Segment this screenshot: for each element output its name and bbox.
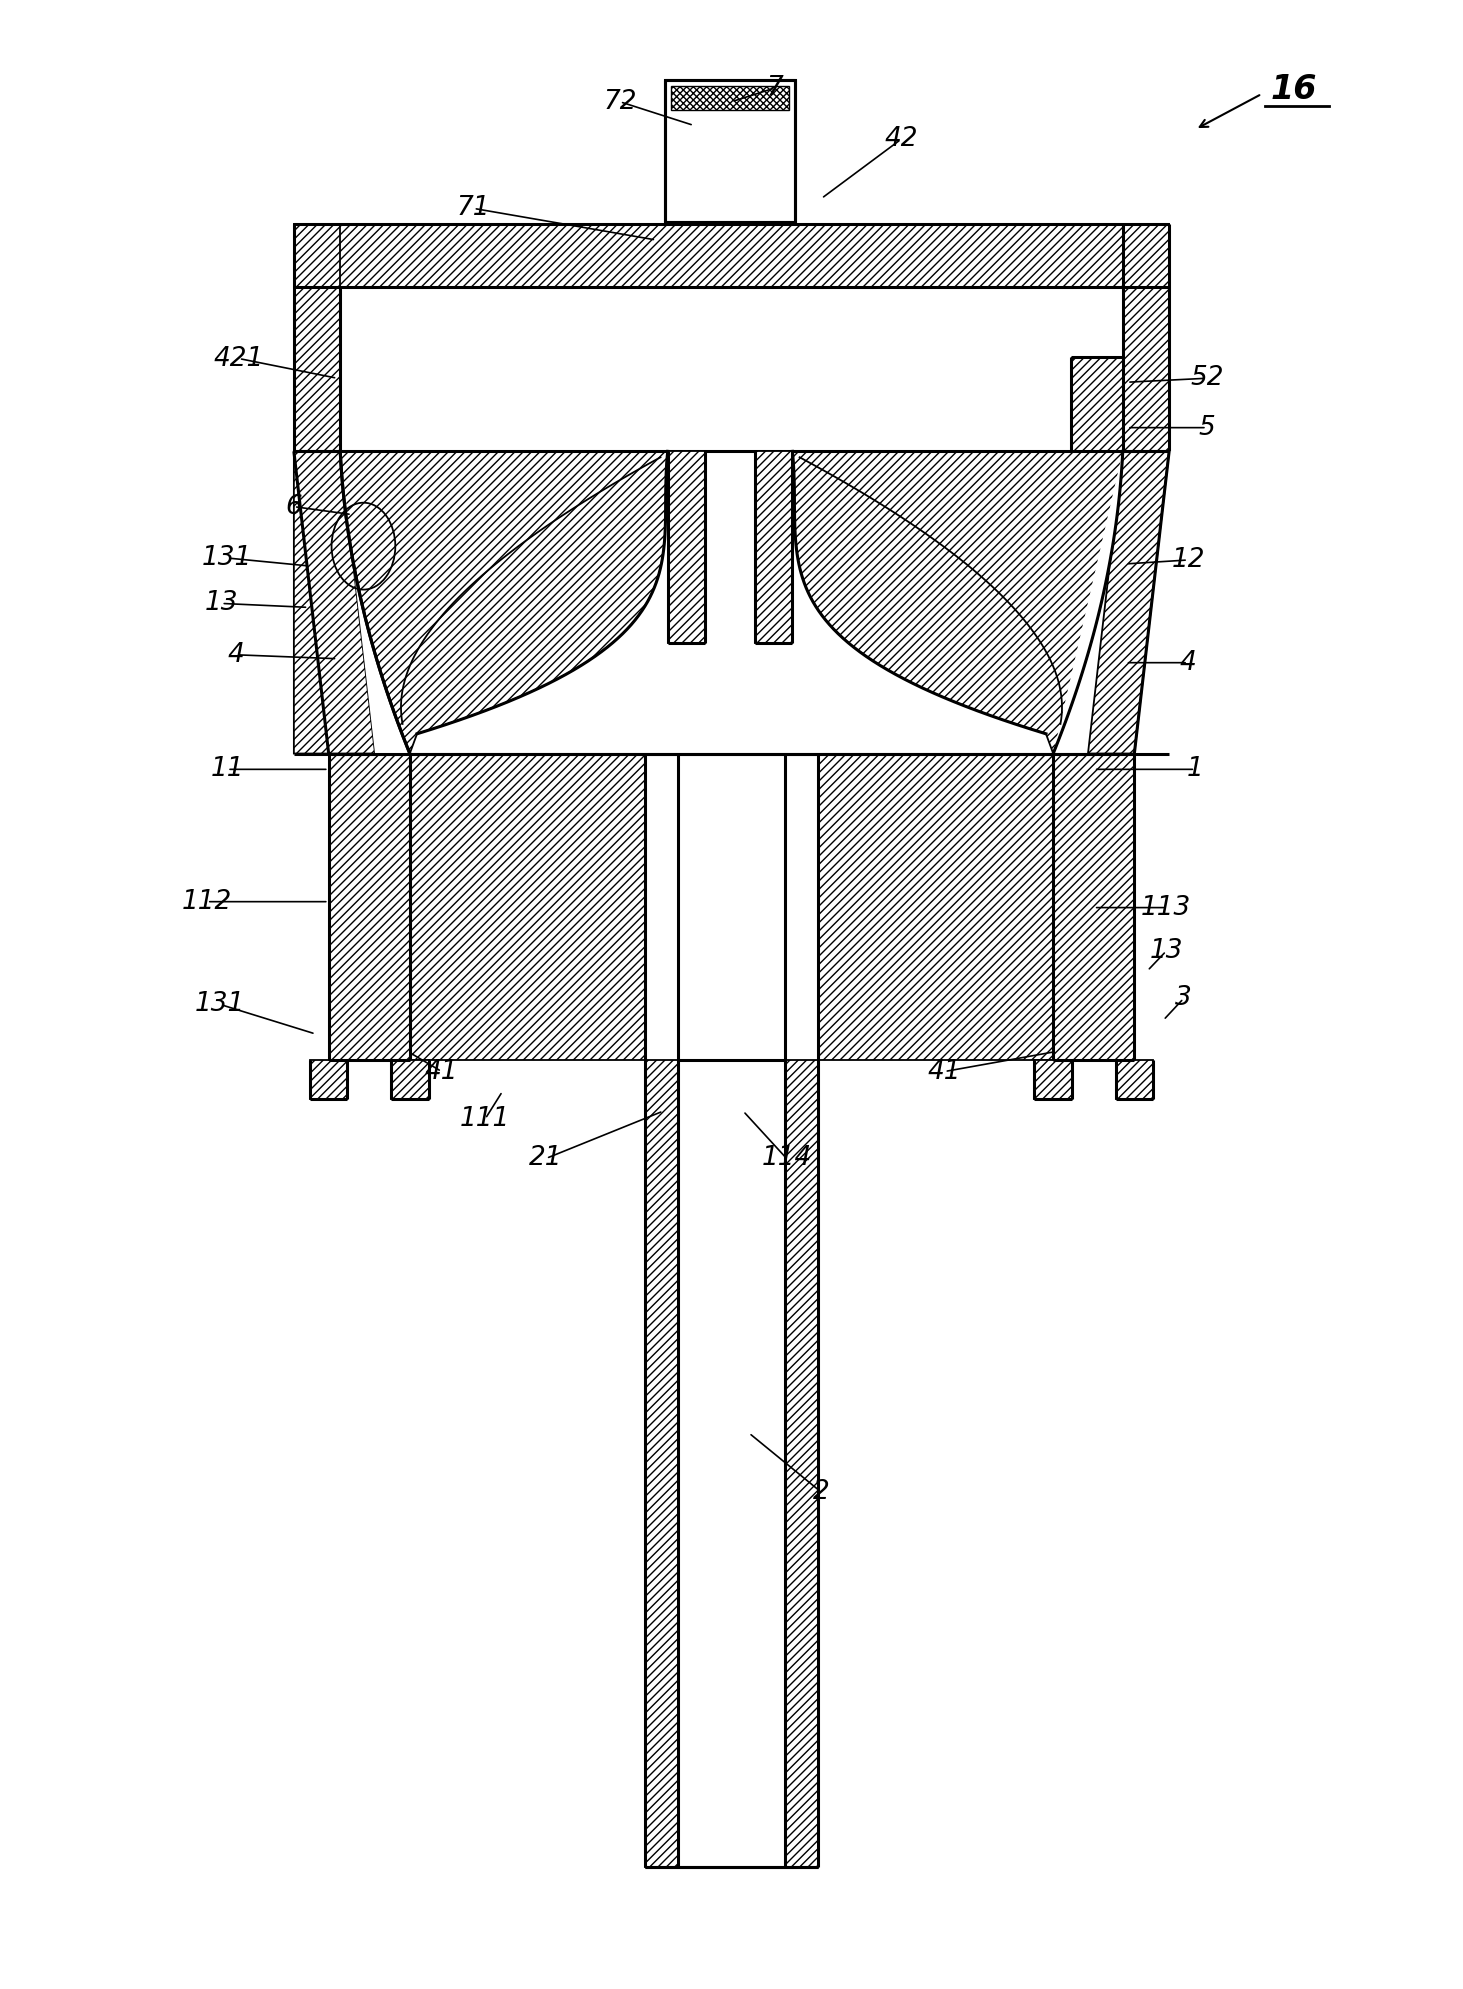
- Polygon shape: [786, 1060, 818, 1868]
- Polygon shape: [1034, 1060, 1072, 1100]
- Text: 1: 1: [1186, 756, 1204, 782]
- Text: 42: 42: [884, 125, 917, 153]
- Text: 5: 5: [1198, 414, 1216, 442]
- Polygon shape: [410, 754, 645, 1060]
- Polygon shape: [341, 286, 1122, 452]
- Polygon shape: [341, 452, 667, 754]
- Polygon shape: [755, 452, 793, 642]
- Polygon shape: [1071, 356, 1122, 452]
- Polygon shape: [294, 225, 341, 452]
- Text: 113: 113: [1141, 895, 1191, 921]
- Text: 131: 131: [195, 991, 246, 1018]
- Text: 11: 11: [211, 756, 244, 782]
- Polygon shape: [793, 452, 1122, 754]
- Polygon shape: [341, 452, 410, 754]
- Text: 21: 21: [530, 1146, 563, 1172]
- Text: 131: 131: [202, 545, 252, 571]
- Polygon shape: [1053, 754, 1134, 1060]
- Text: 12: 12: [1172, 547, 1204, 573]
- Polygon shape: [417, 452, 1046, 734]
- Polygon shape: [818, 754, 1053, 1060]
- Polygon shape: [391, 1060, 429, 1100]
- Polygon shape: [329, 754, 410, 1060]
- Text: 13: 13: [205, 591, 238, 617]
- Polygon shape: [294, 452, 375, 754]
- Polygon shape: [645, 1060, 677, 1868]
- Polygon shape: [1088, 452, 1169, 754]
- Text: 52: 52: [1189, 366, 1223, 392]
- Text: 4: 4: [1179, 650, 1197, 676]
- Polygon shape: [1115, 1060, 1153, 1100]
- Text: 3: 3: [1175, 985, 1192, 1012]
- Polygon shape: [294, 225, 1169, 286]
- Polygon shape: [670, 86, 790, 109]
- Text: 16: 16: [1270, 74, 1317, 105]
- Polygon shape: [677, 754, 786, 1060]
- Text: 4: 4: [228, 642, 244, 668]
- Text: 2: 2: [813, 1480, 830, 1506]
- Polygon shape: [664, 80, 796, 223]
- Text: 7: 7: [767, 76, 783, 101]
- Text: 13: 13: [1150, 939, 1184, 965]
- Text: 421: 421: [214, 346, 263, 372]
- Polygon shape: [667, 452, 705, 642]
- Text: 114: 114: [761, 1146, 812, 1172]
- Text: 41: 41: [424, 1058, 458, 1084]
- Text: 112: 112: [181, 889, 233, 915]
- Polygon shape: [1122, 225, 1169, 452]
- Polygon shape: [310, 1060, 348, 1100]
- Text: 6: 6: [285, 493, 303, 519]
- Text: 71: 71: [456, 195, 490, 221]
- Polygon shape: [294, 225, 1169, 1060]
- Text: 111: 111: [459, 1106, 511, 1132]
- Text: 41: 41: [928, 1058, 961, 1084]
- Polygon shape: [1053, 452, 1122, 754]
- Text: 72: 72: [603, 90, 636, 115]
